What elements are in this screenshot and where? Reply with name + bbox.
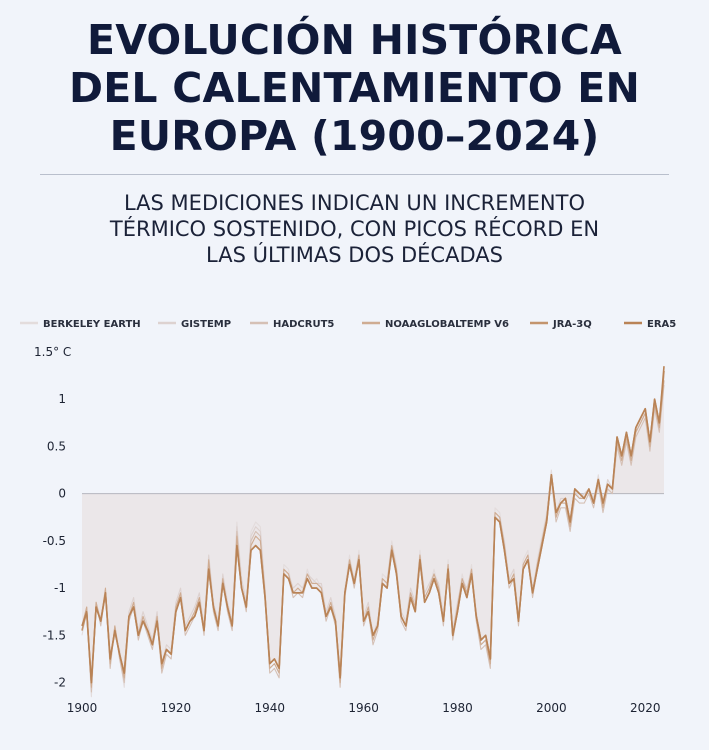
- x-tick-label: 1940: [254, 701, 285, 715]
- legend-item: ERA5: [624, 319, 676, 330]
- temperature-line-chart: BERKELEY EARTH GISTEMP HADCRUT5 NOAAGLOBALT…: [20, 319, 676, 715]
- legend-label: JRA-3Q: [552, 319, 592, 330]
- chart-legend: BERKELEY EARTH GISTEMP HADCRUT5 NOAAGLOBALT…: [20, 319, 676, 330]
- subtitle-line: LAS MEDICIONES INDICAN UN INCREMENTO: [124, 191, 585, 215]
- subtitle-line: TÉRMICO SOSTENIDO, CON PICOS RÉCORD EN: [109, 217, 600, 241]
- y-tick-label: -1.5: [43, 628, 66, 642]
- y-tick-label: 0.5: [47, 439, 66, 453]
- x-tick-label: 1900: [67, 701, 98, 715]
- title-line: DEL CALENTAMIENTO EN: [68, 64, 640, 112]
- x-axis: 1900 1920 1940 1960 1980 2000 2020: [67, 701, 661, 715]
- title-divider: [40, 174, 669, 175]
- chart-series: [81, 366, 665, 698]
- y-tick-label: -1: [54, 581, 66, 595]
- y-tick-label: 1.5° C: [34, 345, 71, 359]
- y-tick-label: 1: [58, 392, 66, 406]
- y-tick-label: -2: [54, 676, 66, 690]
- title-line: EUROPA (1900–2024): [109, 112, 600, 160]
- page-title: EVOLUCIÓN HISTÓRICA DEL CALENTAMIENTO EN…: [0, 16, 709, 160]
- y-tick-label: 0: [58, 487, 66, 501]
- x-tick-label: 1920: [161, 701, 192, 715]
- legend-label: NOAAGLOBALTEMP V6: [385, 319, 509, 330]
- legend-item: GISTEMP: [158, 319, 231, 330]
- legend-label: HADCRUT5: [273, 319, 334, 330]
- subtitle: LAS MEDICIONES INDICAN UN INCREMENTO TÉR…: [0, 190, 709, 268]
- legend-label: BERKELEY EARTH: [43, 319, 141, 330]
- y-axis: 1.5° C 1 0.5 0 -0.5 -1 -1.5 -2: [34, 345, 71, 690]
- legend-label: GISTEMP: [181, 319, 231, 330]
- legend-item: HADCRUT5: [250, 319, 334, 330]
- x-tick-label: 1960: [348, 701, 379, 715]
- legend-label: ERA5: [647, 319, 676, 330]
- subtitle-line: LAS ÚLTIMAS DOS DÉCADAS: [206, 243, 503, 267]
- legend-item: NOAAGLOBALTEMP V6: [362, 319, 509, 330]
- x-tick-label: 1980: [442, 701, 473, 715]
- series-line: [81, 366, 665, 684]
- x-tick-label: 2020: [630, 701, 661, 715]
- y-tick-label: -0.5: [43, 534, 66, 548]
- title-line: EVOLUCIÓN HISTÓRICA: [87, 16, 622, 64]
- series-line: [81, 380, 665, 688]
- x-tick-label: 2000: [536, 701, 567, 715]
- legend-item: JRA-3Q: [530, 319, 592, 330]
- legend-item: BERKELEY EARTH: [20, 319, 141, 330]
